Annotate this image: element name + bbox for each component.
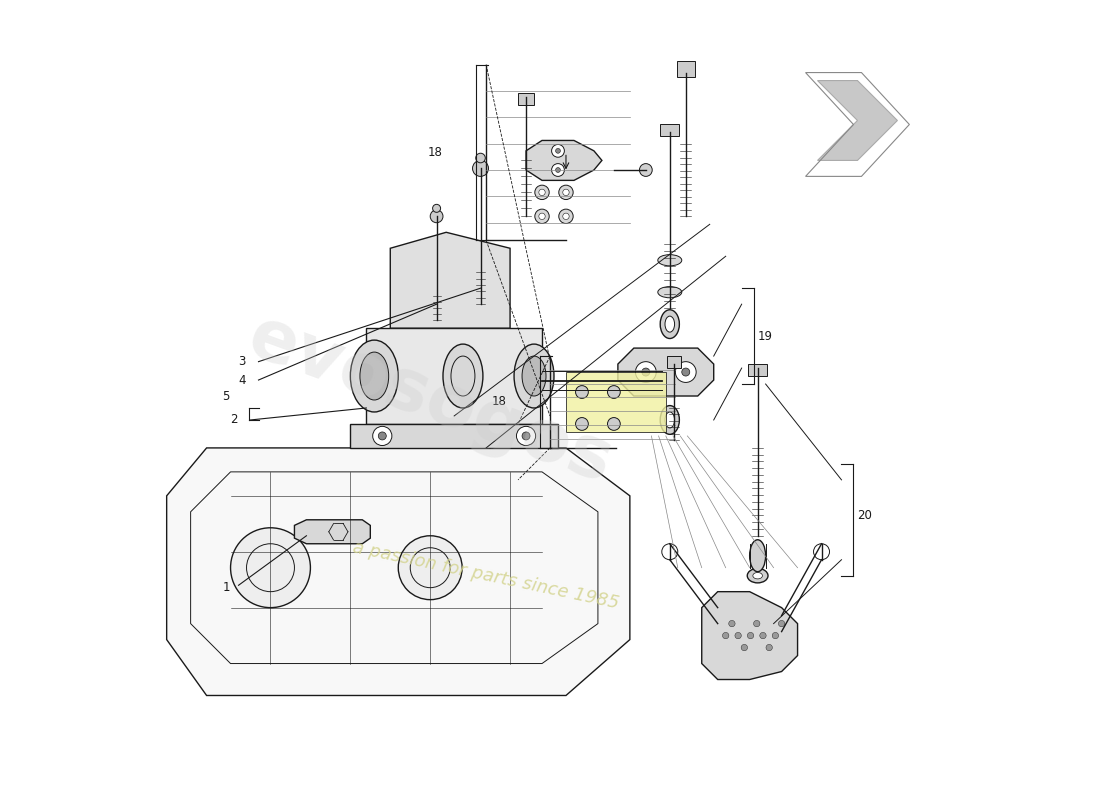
Circle shape: [559, 185, 573, 199]
Polygon shape: [667, 356, 681, 368]
Circle shape: [556, 168, 560, 172]
Circle shape: [814, 544, 829, 560]
Circle shape: [535, 185, 549, 199]
Polygon shape: [748, 364, 767, 376]
Circle shape: [398, 536, 462, 600]
Ellipse shape: [660, 310, 680, 338]
Circle shape: [682, 368, 690, 376]
Circle shape: [563, 189, 569, 195]
Circle shape: [517, 426, 536, 446]
Circle shape: [473, 161, 488, 176]
Circle shape: [551, 164, 564, 176]
Text: a passion for parts since 1985: a passion for parts since 1985: [351, 538, 620, 613]
Text: 2: 2: [231, 414, 238, 426]
Polygon shape: [676, 61, 694, 77]
Polygon shape: [660, 125, 680, 137]
Ellipse shape: [658, 254, 682, 266]
Circle shape: [539, 189, 546, 195]
Circle shape: [636, 362, 657, 382]
Ellipse shape: [443, 344, 483, 408]
Ellipse shape: [658, 286, 682, 298]
Text: evosogos: evosogos: [239, 302, 622, 498]
Circle shape: [575, 418, 589, 430]
Ellipse shape: [660, 406, 680, 434]
Circle shape: [662, 544, 678, 560]
Text: 4: 4: [239, 374, 246, 386]
Polygon shape: [366, 328, 542, 424]
Ellipse shape: [522, 356, 546, 396]
Text: 5: 5: [222, 390, 230, 402]
Polygon shape: [817, 81, 898, 161]
Circle shape: [639, 164, 652, 176]
Ellipse shape: [750, 540, 766, 572]
Circle shape: [766, 644, 772, 650]
Circle shape: [675, 362, 696, 382]
Polygon shape: [702, 592, 798, 679]
Polygon shape: [295, 520, 371, 544]
Circle shape: [575, 386, 589, 398]
Circle shape: [754, 621, 760, 627]
Circle shape: [735, 632, 741, 638]
Circle shape: [772, 632, 779, 638]
Text: 3: 3: [239, 355, 246, 368]
Circle shape: [559, 209, 573, 223]
Ellipse shape: [747, 569, 768, 583]
Circle shape: [378, 432, 386, 440]
Ellipse shape: [514, 344, 554, 408]
Circle shape: [430, 210, 443, 222]
Polygon shape: [167, 448, 630, 695]
Circle shape: [607, 418, 620, 430]
Polygon shape: [518, 93, 534, 105]
Ellipse shape: [752, 573, 762, 579]
Circle shape: [563, 213, 569, 219]
Circle shape: [551, 145, 564, 158]
Circle shape: [231, 528, 310, 608]
Circle shape: [747, 632, 754, 638]
Circle shape: [535, 209, 549, 223]
Polygon shape: [390, 232, 510, 328]
Ellipse shape: [666, 412, 674, 428]
Circle shape: [607, 386, 620, 398]
Circle shape: [475, 154, 485, 163]
Ellipse shape: [360, 352, 388, 400]
Ellipse shape: [666, 316, 674, 332]
Circle shape: [539, 213, 546, 219]
Circle shape: [556, 149, 560, 154]
Circle shape: [522, 432, 530, 440]
Polygon shape: [350, 424, 558, 448]
Text: 20: 20: [858, 510, 872, 522]
Text: 18: 18: [427, 146, 442, 159]
Circle shape: [760, 632, 767, 638]
Bar: [566, 372, 666, 432]
Polygon shape: [618, 348, 714, 396]
Circle shape: [779, 621, 784, 627]
Circle shape: [432, 204, 441, 212]
Ellipse shape: [350, 340, 398, 412]
Circle shape: [741, 644, 748, 650]
Text: 1: 1: [222, 581, 230, 594]
Circle shape: [723, 632, 729, 638]
Polygon shape: [526, 141, 602, 180]
Text: 19: 19: [758, 330, 772, 342]
Text: 18: 18: [492, 395, 506, 409]
Circle shape: [728, 621, 735, 627]
Circle shape: [641, 368, 650, 376]
Circle shape: [373, 426, 392, 446]
